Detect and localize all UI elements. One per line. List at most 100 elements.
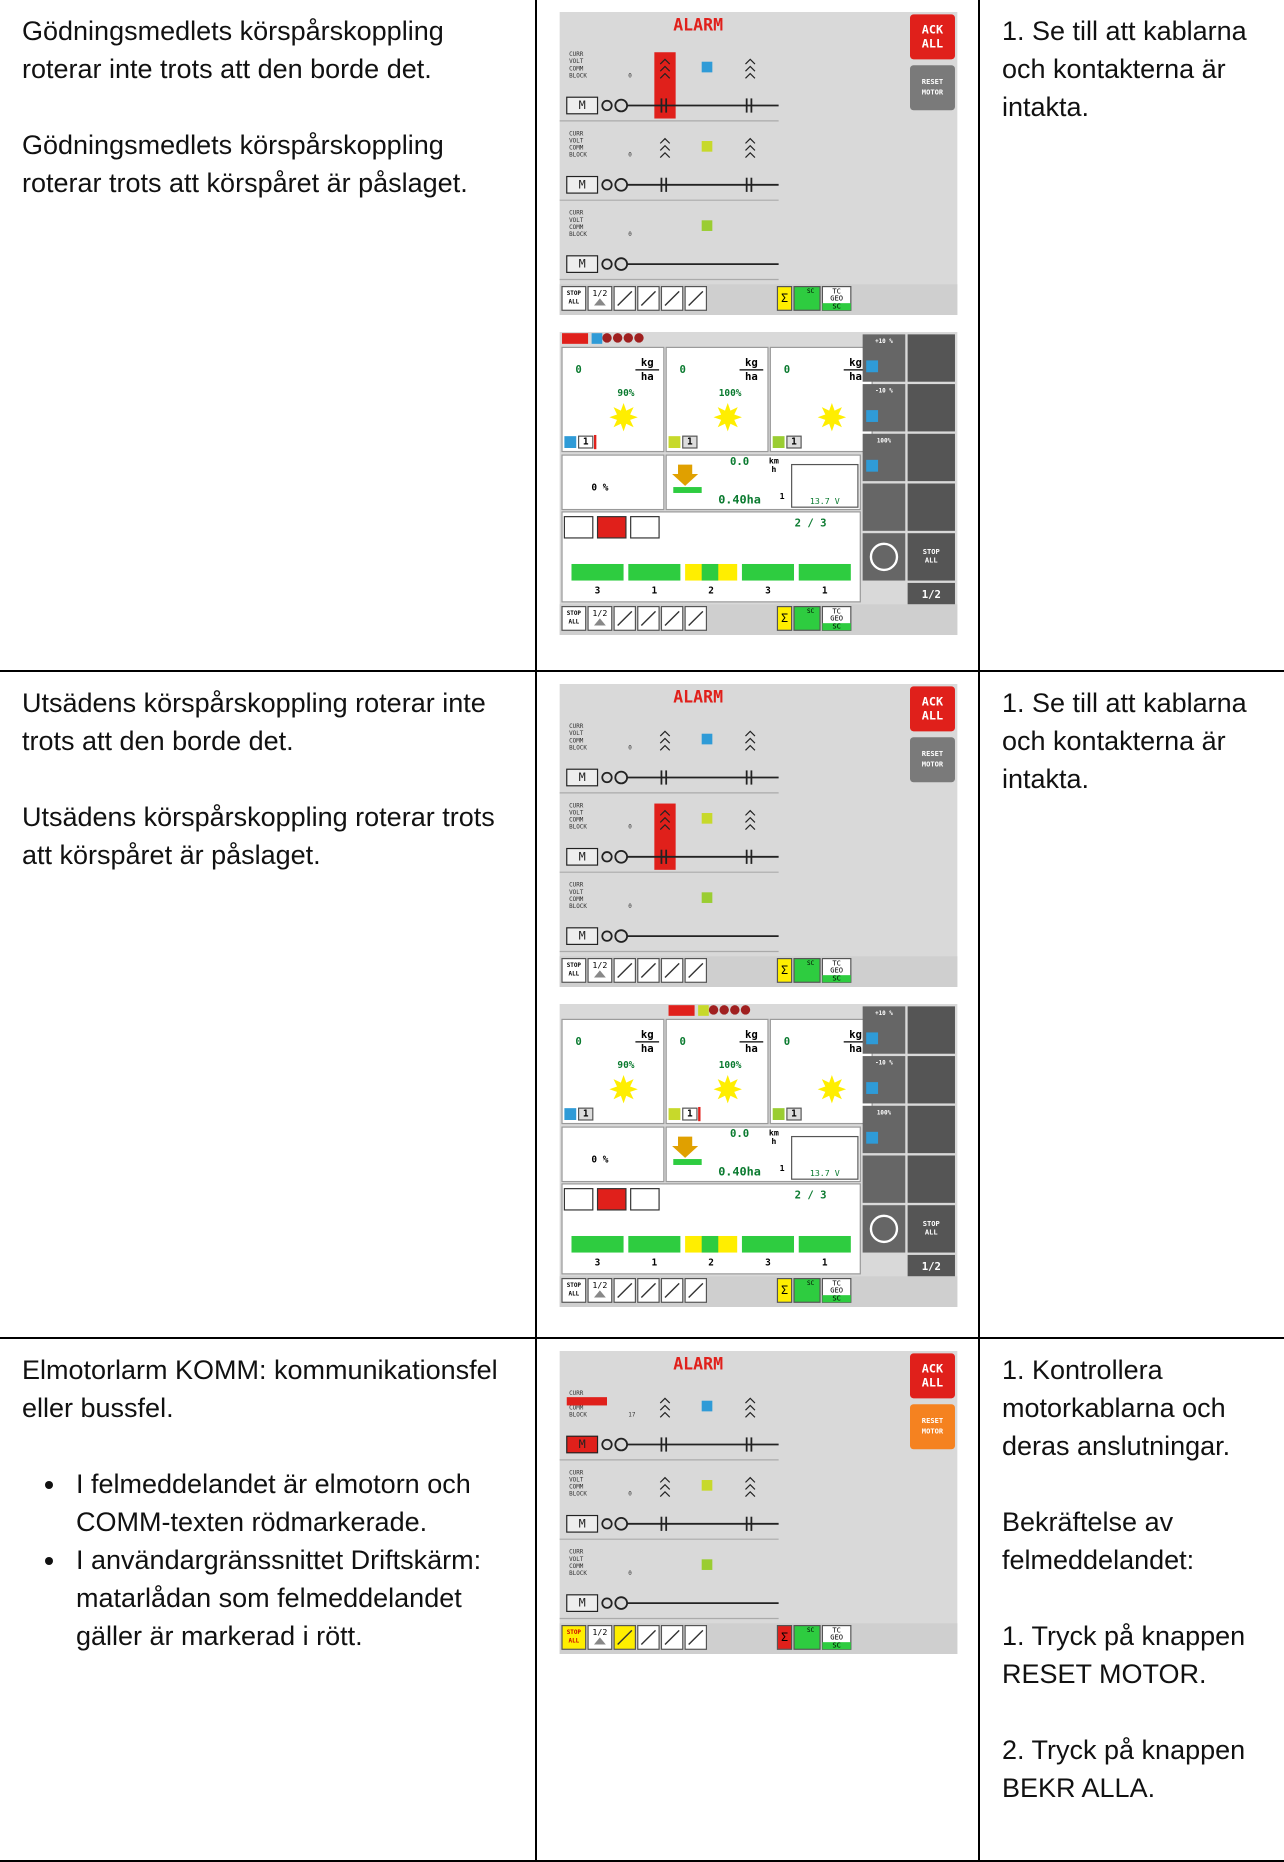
rate-adjust-label: -10 %: [875, 1061, 893, 1067]
status-dot: [634, 333, 644, 343]
stop-label: STOP: [567, 611, 582, 617]
channel-label: CURR: [569, 1550, 584, 1556]
lane-bar: [571, 1235, 624, 1253]
motor-label: M: [579, 177, 586, 191]
all-label: ALL: [569, 1291, 580, 1297]
ack-all-button: [910, 14, 955, 60]
chevron-icon: [659, 58, 671, 65]
stop-label: STOP: [567, 291, 582, 297]
table-row: Elmotorlarm KOMM: kommunikationsfel elle…: [0, 1337, 1284, 1862]
fill-panel: [561, 454, 665, 511]
sum-icon: Σ: [781, 611, 788, 625]
product-icon: [866, 459, 879, 472]
motor-box: [566, 96, 599, 115]
product-icon: [701, 220, 713, 231]
spread-icon: [713, 1075, 742, 1104]
pause-icon: [869, 542, 899, 572]
ack-label: ALL: [922, 708, 943, 722]
chevron-icon: [745, 58, 756, 65]
up-arrow-icon: [593, 1290, 606, 1298]
footer-icon: [640, 1629, 657, 1646]
tc-label: TC: [832, 286, 841, 295]
sum-button: [776, 606, 793, 631]
table-row: Gödningsmedlets körspårskoppling roterar…: [0, 0, 1284, 672]
fill-level: 0 %: [591, 1155, 608, 1166]
stop-all-button: [561, 286, 587, 311]
problem-paragraph: Gödningsmedlets körspårskoppling roterar…: [22, 16, 444, 84]
speed-unit: km: [769, 456, 779, 466]
channel-label: COMM: [569, 897, 584, 903]
status-dot: [612, 333, 623, 343]
sc-button: [793, 1278, 821, 1303]
motor-box: [566, 927, 599, 945]
geo-label: GEO: [830, 293, 843, 302]
sum-button: [776, 958, 793, 983]
voltage-value: 13.7 V: [810, 1168, 840, 1178]
channel-label: VOLT: [569, 1557, 584, 1563]
alarm-comm-highlight: [566, 1397, 607, 1406]
chevron-icon: [745, 809, 756, 816]
channel-label: BLOCK: [569, 825, 587, 831]
chevron-icon: [659, 816, 671, 823]
rate-panel: [665, 1018, 769, 1125]
status-dot: [623, 333, 634, 343]
block-value: 0: [628, 825, 632, 831]
product-icon: [701, 1559, 713, 1570]
remedy-text: 1. Se till att kablarna och kontakterna …: [980, 0, 1284, 126]
lane-bar: [798, 563, 851, 581]
channel-label: CURR: [569, 803, 584, 809]
sc-label: SC: [832, 1641, 841, 1650]
rate-value: 0: [680, 1035, 686, 1048]
gear-icon: [601, 1438, 613, 1451]
lane-label: 1: [822, 586, 828, 597]
reset-motor-button: [910, 1404, 955, 1450]
rate-adjust-label: +10 %: [875, 339, 893, 345]
screenshot-cell: ALARM ACK ALL RESET MOTOR CURR VOLT COMM BLOCK 0 M…: [535, 0, 980, 672]
footer-icon: [664, 1282, 680, 1299]
lane-bar: [628, 1235, 681, 1253]
gear-icon: [601, 99, 613, 112]
function-button: [862, 533, 906, 581]
stop-label: STOP: [923, 547, 940, 556]
rate-adjust-button: [862, 1006, 906, 1054]
sc-indicator: [822, 303, 851, 311]
half-label: 1/2: [592, 608, 607, 618]
remedy-cell: 1. Se till att kablarna och kontakterna …: [978, 0, 1284, 672]
motor-box: [566, 255, 599, 273]
sum-button: [776, 1278, 793, 1303]
voltage-panel: [791, 1135, 859, 1180]
problem-cell: Gödningsmedlets körspårskoppling roterar…: [0, 0, 537, 672]
geo-label: GEO: [830, 1632, 843, 1641]
section-box: [578, 435, 594, 449]
motor-label: M: [579, 98, 586, 112]
channel-label: VOLT: [569, 139, 584, 145]
area-index: 1: [780, 491, 785, 501]
alarm-title: ALARM: [673, 16, 723, 35]
channel-label: BLOCK: [569, 904, 587, 910]
sc-button: [793, 606, 821, 631]
motor-box: [566, 175, 599, 194]
rate-adjust-button: [862, 1056, 906, 1104]
product-icon: [866, 1131, 879, 1144]
stop-label: STOP: [567, 963, 582, 969]
section-box: [578, 1107, 594, 1121]
chevron-icon: [659, 809, 671, 816]
rate-value: 0: [575, 1035, 581, 1048]
channel-label: VOLT: [569, 731, 584, 737]
progress-bar: [673, 1159, 702, 1165]
remedy-paragraph: 1. Tryck på knappen RESET MOTOR.: [1002, 1621, 1246, 1689]
chevron-icon: [659, 1397, 671, 1404]
rate-panel: [665, 346, 769, 453]
down-arrow-icon: [672, 1136, 699, 1158]
remedy-paragraph: Bekräftelse av felmeddelandet:: [1002, 1507, 1195, 1575]
channel-label: CURR: [569, 52, 584, 58]
tc-label: TC: [832, 606, 841, 615]
chevron-icon: [745, 816, 756, 823]
sc-label: SC: [832, 302, 841, 311]
product-icon: [564, 1108, 577, 1120]
product-icon: [668, 436, 681, 448]
rate-percent: 100%: [719, 1060, 742, 1071]
channel-label: CURR: [569, 1470, 584, 1476]
alarm-clutch-highlight: [654, 52, 676, 119]
